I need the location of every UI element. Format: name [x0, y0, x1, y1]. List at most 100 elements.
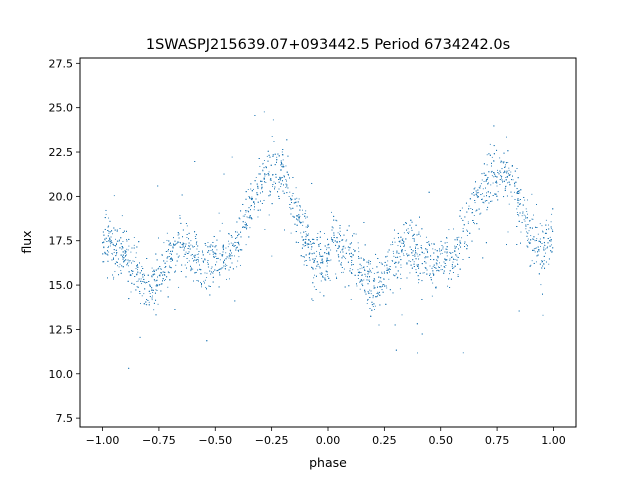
data-point: [512, 179, 514, 181]
data-point: [199, 268, 201, 270]
data-point: [418, 264, 419, 265]
data-point: [439, 262, 440, 264]
data-point: [491, 162, 492, 164]
data-point: [414, 253, 416, 255]
data-point: [531, 227, 533, 229]
data-point: [400, 236, 402, 238]
data-point: [504, 171, 506, 173]
data-point: [210, 250, 212, 251]
data-point: [194, 254, 196, 256]
data-point: [246, 227, 248, 229]
data-point: [493, 145, 495, 147]
data-point: [325, 279, 327, 281]
data-point: [145, 304, 147, 305]
data-point: [320, 274, 322, 275]
data-point: [169, 242, 171, 244]
data-point: [452, 261, 454, 263]
data-point: [327, 276, 329, 277]
data-point: [326, 260, 328, 262]
data-point: [456, 239, 458, 241]
data-point: [152, 289, 154, 291]
data-point: [192, 245, 193, 247]
data-point: [172, 246, 174, 248]
data-point: [517, 199, 519, 201]
data-point: [113, 278, 114, 280]
data-point: [408, 254, 410, 256]
data-point: [305, 210, 307, 212]
data-point: [308, 233, 309, 235]
data-point: [127, 249, 129, 251]
data-point: [357, 269, 359, 271]
data-point: [113, 258, 114, 260]
data-point: [383, 278, 385, 280]
data-point: [268, 195, 270, 197]
data-point: [346, 239, 348, 241]
data-point: [152, 295, 153, 297]
data-point: [540, 245, 541, 247]
data-point: [457, 263, 458, 265]
data-point: [119, 228, 121, 229]
data-point: [268, 214, 270, 216]
data-point: [338, 245, 340, 247]
data-point: [302, 256, 304, 258]
data-point: [154, 271, 155, 273]
data-point: [374, 279, 376, 281]
data-point: [157, 276, 158, 278]
data-point: [122, 232, 124, 233]
data-point: [335, 273, 337, 275]
data-point: [211, 266, 213, 268]
data-point: [253, 201, 255, 203]
data-point: [121, 246, 123, 248]
data-point: [174, 244, 175, 246]
data-point: [322, 277, 324, 278]
data-point: [292, 193, 294, 194]
data-point: [238, 241, 240, 243]
data-point: [140, 283, 142, 285]
data-point: [429, 265, 431, 267]
data-point: [537, 251, 538, 253]
data-point: [159, 266, 161, 268]
data-point: [136, 265, 138, 267]
data-point: [415, 247, 416, 249]
data-point: [299, 215, 301, 217]
data-point: [212, 271, 214, 272]
data-point: [133, 261, 135, 262]
data-point: [157, 303, 159, 305]
data-point: [287, 173, 289, 175]
data-point: [519, 203, 521, 205]
data-point: [389, 266, 391, 267]
data-point: [263, 160, 265, 161]
data-point: [222, 245, 224, 247]
data-point: [288, 174, 289, 176]
data-point: [516, 193, 518, 194]
data-point: [245, 225, 247, 227]
data-point: [219, 268, 221, 270]
data-point: [296, 218, 297, 220]
data-point: [308, 239, 310, 241]
data-point: [401, 249, 403, 251]
data-point: [401, 251, 403, 253]
data-point: [326, 249, 327, 251]
data-point: [159, 284, 160, 286]
data-point: [525, 228, 527, 230]
data-point: [342, 246, 344, 248]
data-point: [368, 261, 370, 263]
data-point: [250, 188, 252, 190]
data-point: [189, 248, 191, 250]
data-point: [386, 287, 388, 289]
data-point: [176, 253, 178, 255]
data-point: [154, 273, 156, 275]
data-point: [332, 239, 334, 241]
data-point: [107, 254, 109, 256]
data-point: [183, 243, 185, 245]
data-point: [221, 254, 223, 256]
data-point: [275, 173, 277, 175]
data-point: [198, 259, 199, 261]
data-point: [112, 253, 113, 255]
data-point: [140, 278, 142, 280]
data-point: [511, 195, 513, 197]
data-point: [166, 260, 168, 262]
data-point: [280, 183, 282, 185]
data-point: [379, 286, 381, 288]
data-point: [536, 227, 538, 228]
